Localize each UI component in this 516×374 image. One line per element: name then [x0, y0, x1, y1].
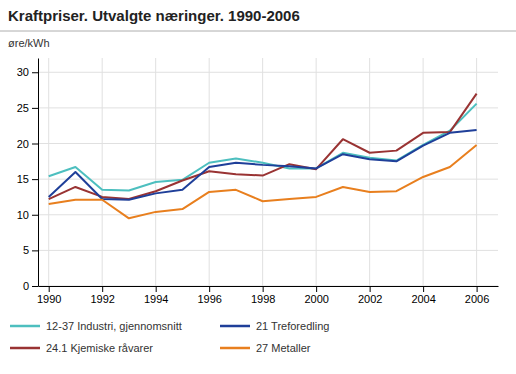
x-grid-line: [102, 58, 103, 286]
x-grid-line: [369, 58, 370, 286]
x-grid-line: [262, 58, 263, 286]
x-tick: 1998: [251, 286, 275, 305]
x-tick: 1990: [37, 286, 61, 305]
x-tick: 2002: [358, 286, 382, 305]
series-line: [49, 104, 477, 191]
x-tick-mark: [316, 286, 317, 292]
x-tick-mark: [423, 286, 424, 292]
x-tick-label: 2004: [411, 293, 435, 305]
chart: Kraftpriser. Utvalgte næringer. 1990-200…: [0, 0, 516, 374]
x-grid-line: [316, 58, 317, 286]
y-tick-mark: [32, 108, 38, 109]
x-tick: 2006: [465, 286, 489, 305]
y-tick: 15: [17, 173, 38, 185]
y-tick-label: 10: [17, 209, 29, 221]
y-tick-mark: [32, 250, 38, 251]
x-tick-mark: [477, 286, 478, 292]
x-tick-mark: [370, 286, 371, 292]
x-tick-mark: [263, 286, 264, 292]
x-axis: 1990 1992 1994 1996 1998 2000 2002 2004 2006: [37, 286, 499, 305]
y-tick-label: 5: [23, 244, 29, 256]
y-tick-mark: [32, 72, 38, 73]
x-tick-mark: [102, 286, 103, 292]
y-tick: 10: [17, 209, 38, 221]
y-tick-mark: [32, 215, 38, 216]
y-grid-line: [38, 72, 498, 73]
series-line: [49, 130, 477, 200]
x-tick: 1994: [144, 286, 168, 305]
x-tick-label: 1992: [90, 293, 114, 305]
legend-item: 12-37 Industri, gjennomsnitt: [10, 320, 182, 332]
legend-swatch: [10, 325, 40, 328]
x-tick: 2004: [411, 286, 435, 305]
y-tick-label: 25: [17, 102, 29, 114]
x-tick-label: 1996: [197, 293, 221, 305]
x-tick: 2000: [304, 286, 328, 305]
x-tick: 1992: [90, 286, 114, 305]
legend-label: 12-37 Industri, gjennomsnitt: [46, 320, 182, 332]
x-tick-mark: [209, 286, 210, 292]
y-axis-line: [38, 59, 39, 287]
x-tick-label: 1998: [251, 293, 275, 305]
y-tick-label: 20: [17, 138, 29, 150]
y-grid-line: [38, 286, 498, 287]
x-grid-line: [476, 58, 477, 286]
grid: [38, 58, 498, 286]
title: Kraftpriser. Utvalgte næringer. 1990-200…: [8, 7, 300, 24]
y-tick: 5: [23, 244, 38, 256]
y-tick: 0: [23, 280, 38, 292]
y-axis-title: øre/kWh: [8, 37, 50, 49]
x-tick-label: 1994: [144, 293, 168, 305]
legend-label: 24.1 Kjemiske råvarer: [46, 342, 153, 354]
x-tick-label: 2002: [358, 293, 382, 305]
title-rule: [0, 31, 516, 32]
plot: 1990 1992 1994 1996 1998 2000 2002 2004 2006 0 5 10…: [17, 58, 499, 305]
y-grid-line: [38, 214, 498, 215]
y-tick: 30: [17, 66, 38, 78]
legend-item: 21 Treforedling: [220, 320, 329, 332]
legend-swatch: [220, 325, 250, 328]
y-tick-label: 15: [17, 173, 29, 185]
x-tick-label: 2000: [304, 293, 328, 305]
x-axis-line: [39, 286, 499, 287]
y-tick-mark: [32, 144, 38, 145]
x-grid-line: [48, 58, 49, 286]
legend-label: 21 Treforedling: [256, 320, 329, 332]
series-line: [49, 145, 477, 218]
y-tick-mark: [32, 179, 38, 180]
lines: [49, 94, 477, 219]
y-tick: 20: [17, 138, 38, 150]
legend-item: 27 Metaller: [220, 342, 311, 354]
x-grid-line: [423, 58, 424, 286]
x-tick-mark: [156, 286, 157, 292]
y-tick-mark: [32, 286, 38, 287]
y-grid-line: [38, 107, 498, 108]
x-tick: 1996: [197, 286, 221, 305]
y-grid-line: [38, 179, 498, 180]
y-tick-label: 30: [17, 66, 29, 78]
legend-swatch: [220, 347, 250, 350]
y-axis: 0 5 10 15 20 25 30: [17, 59, 39, 293]
legend: 12-37 Industri, gjennomsnitt 24.1 Kjemisk…: [10, 320, 329, 354]
legend-item: 24.1 Kjemiske råvarer: [10, 342, 153, 354]
x-tick-mark: [49, 286, 50, 292]
legend-label: 27 Metaller: [256, 342, 311, 354]
x-tick-label: 2006: [465, 293, 489, 305]
x-grid-line: [155, 58, 156, 286]
y-tick: 25: [17, 102, 38, 114]
y-grid-line: [38, 250, 498, 251]
y-tick-label: 0: [23, 280, 29, 292]
x-tick-label: 1990: [37, 293, 61, 305]
legend-swatch: [10, 347, 40, 350]
